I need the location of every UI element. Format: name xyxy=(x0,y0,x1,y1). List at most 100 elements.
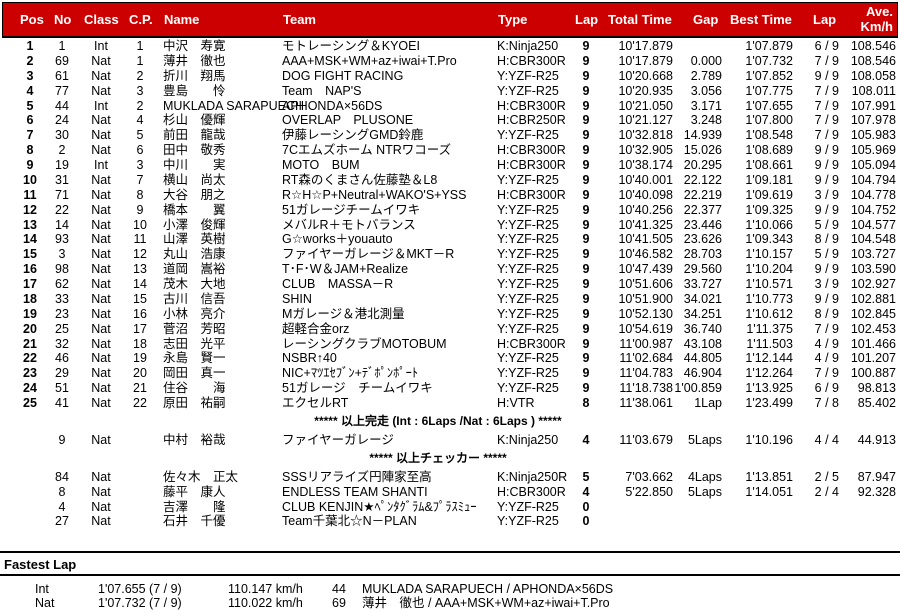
cell-ave: 87.947 xyxy=(857,470,896,484)
cell-bestlap: 9 / 9 xyxy=(814,172,839,187)
cell-bestlap: 9 / 9 xyxy=(814,202,839,217)
cell-no: 29 xyxy=(55,366,69,381)
cell-best: 1'10.571 xyxy=(745,277,793,292)
cell-type: H:CBR250R xyxy=(497,113,566,128)
cell-best: 1'11.503 xyxy=(746,336,793,351)
cell-pos: 19 xyxy=(23,306,37,321)
header-kmh: Km/h xyxy=(860,19,894,34)
cell-pos: 4 xyxy=(26,83,34,98)
cell-name: 古川 信吾 xyxy=(163,291,226,306)
cell-no: 93 xyxy=(55,232,69,247)
cell-type: H:CBR300R xyxy=(497,187,566,202)
cell-lap: 8 xyxy=(582,396,590,411)
cell-gap: 22.377 xyxy=(683,202,722,217)
cell-name: 石井 千優 xyxy=(163,514,226,529)
cell-no: 41 xyxy=(55,396,69,411)
cell-class: Nat xyxy=(91,499,111,514)
cell-pos: 22 xyxy=(23,351,37,366)
cell-ave: 98.813 xyxy=(857,381,896,396)
cell-team: ENDLESS TEAM SHANTI xyxy=(282,484,428,499)
cell-no: 25 xyxy=(55,321,69,336)
cell-best: 1'23.499 xyxy=(745,396,793,411)
cell-best: 1'13.925 xyxy=(745,381,793,396)
cell-total: 10'40.001 xyxy=(618,172,673,187)
cell-cp: 9 xyxy=(136,202,144,217)
cell-ave: 108.011 xyxy=(851,83,896,98)
cell-name: 横山 尚太 xyxy=(163,172,226,187)
cell-total: 10'21.050 xyxy=(618,98,673,113)
cell-no: 32 xyxy=(55,336,69,351)
cell-no: 33 xyxy=(55,291,69,306)
cell-gap: 3.056 xyxy=(690,83,722,98)
cell-cp: 1 xyxy=(136,39,144,53)
fastest-lap-no: 44 xyxy=(332,582,346,596)
cell-total: 11'03.679 xyxy=(619,433,673,447)
cell-team: SSSリアライズ円陣家至高 xyxy=(282,470,432,484)
cell-class: Nat xyxy=(91,381,111,396)
cell-name: 菅沼 芳昭 xyxy=(163,321,226,336)
cell-team: SHIN xyxy=(282,291,312,306)
cell-gap: 5Laps xyxy=(687,484,722,499)
cell-ave: 108.546 xyxy=(850,39,896,53)
cell-class: Int xyxy=(94,98,108,113)
fastest-lap-class: Nat xyxy=(35,596,55,610)
cell-no: 4 xyxy=(58,499,66,514)
cell-class: Nat xyxy=(91,53,111,68)
cell-lap: 4 xyxy=(582,433,590,447)
cell-type: Y:YZF-R25 xyxy=(497,262,559,277)
cell-lap: 5 xyxy=(582,470,590,484)
cell-pos: 16 xyxy=(23,262,37,277)
cell-type: Y:YZF-R25 xyxy=(497,351,559,366)
cell-ave: 104.778 xyxy=(850,187,896,202)
cell-best: 1'07.852 xyxy=(745,68,793,83)
cell-ave: 107.991 xyxy=(850,98,896,113)
cell-type: Y:YZF-R25 xyxy=(497,232,559,247)
cell-gap: 20.295 xyxy=(683,158,722,173)
cell-ave: 105.094 xyxy=(850,158,896,173)
cell-name: 永島 賢一 xyxy=(163,351,226,366)
cell-class: Nat xyxy=(91,470,111,484)
cell-bestlap: 9 / 9 xyxy=(814,291,839,306)
cell-class: Nat xyxy=(91,262,111,277)
cell-lap: 9 xyxy=(582,366,590,381)
cell-type: H:CBR300R xyxy=(497,336,566,351)
cell-class: Nat xyxy=(91,217,111,232)
cell-type: Y:YZF-R25 xyxy=(497,381,559,396)
cell-type: Y:YZF-R25 xyxy=(497,83,559,98)
cell-gap: 4Laps xyxy=(687,470,722,484)
fastest-lap-speed: 110.147 km/h xyxy=(228,582,303,596)
cell-bestlap: 5 / 9 xyxy=(814,247,839,262)
cell-name: 薄井 徹也 xyxy=(163,53,226,68)
cell-bestlap: 6 / 9 xyxy=(814,39,839,53)
cell-best: 1'12.144 xyxy=(745,351,793,366)
cell-bestlap: 9 / 9 xyxy=(814,68,839,83)
cell-gap: 33.727 xyxy=(683,277,722,292)
cell-name: 小澤 俊輝 xyxy=(163,217,226,232)
header-ave: Ave. xyxy=(866,4,893,19)
cell-cp: 2 xyxy=(136,68,144,83)
cell-gap: 3.248 xyxy=(690,113,722,128)
cell-class: Nat xyxy=(91,128,111,143)
cell-gap: 22.122 xyxy=(683,172,722,187)
cell-team: ファイヤーガレージ＆MKT－R xyxy=(282,247,455,262)
cell-total: 10'38.174 xyxy=(618,158,673,173)
cell-name: 吉澤 隆 xyxy=(163,499,226,514)
finish-note: ***** 以上完走 (Int : 6Laps /Nat : 6Laps ) *… xyxy=(314,414,562,428)
cell-team: DOG FIGHT RACING xyxy=(282,68,404,83)
cell-type: K:Ninja250 xyxy=(497,39,559,53)
cell-total: 10'51.606 xyxy=(618,277,673,292)
cell-lap: 4 xyxy=(582,484,590,499)
cell-class: Nat xyxy=(91,83,111,98)
cell-total: 10'32.818 xyxy=(618,128,673,143)
cell-team: レーシングクラブMOTOBUM xyxy=(282,336,447,351)
cell-gap: 0.000 xyxy=(690,53,722,68)
cell-team: NSBR↑40 xyxy=(282,351,337,366)
cell-total: 10'47.439 xyxy=(618,262,673,277)
cell-pos: 8 xyxy=(26,143,34,158)
cell-total: 10'41.505 xyxy=(618,232,673,247)
cell-name: 丸山 浩康 xyxy=(163,247,226,262)
cell-lap: 9 xyxy=(582,53,590,68)
cell-ave: 108.058 xyxy=(850,68,896,83)
cell-lap: 9 xyxy=(582,39,590,53)
cell-type: Y:YZF-R25 xyxy=(497,247,559,262)
